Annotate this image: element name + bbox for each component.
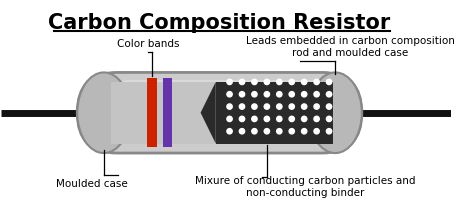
Circle shape [239, 129, 245, 134]
Circle shape [227, 92, 232, 97]
Circle shape [277, 79, 282, 85]
Circle shape [314, 79, 319, 85]
Circle shape [227, 79, 232, 85]
Circle shape [264, 116, 270, 122]
Circle shape [327, 79, 332, 85]
Circle shape [252, 129, 257, 134]
Circle shape [301, 104, 307, 109]
Polygon shape [201, 82, 216, 144]
Circle shape [289, 104, 294, 109]
Circle shape [314, 116, 319, 122]
Circle shape [327, 116, 332, 122]
Circle shape [327, 92, 332, 97]
Circle shape [327, 129, 332, 134]
Bar [111, 82, 328, 144]
Circle shape [277, 104, 282, 109]
Circle shape [289, 116, 294, 122]
Bar [163, 78, 172, 147]
Circle shape [327, 104, 332, 109]
Text: Mixure of conducting carbon particles and
non-conducting binder: Mixure of conducting carbon particles an… [195, 176, 415, 197]
Circle shape [264, 104, 270, 109]
Circle shape [239, 104, 245, 109]
Bar [216, 82, 333, 144]
Circle shape [227, 129, 232, 134]
Circle shape [289, 92, 294, 97]
Circle shape [252, 116, 257, 122]
Ellipse shape [77, 72, 130, 153]
Circle shape [314, 92, 319, 97]
Bar [147, 78, 157, 147]
Circle shape [289, 129, 294, 134]
FancyBboxPatch shape [77, 72, 362, 153]
Circle shape [301, 116, 307, 122]
Text: Color bands: Color bands [117, 40, 180, 49]
Circle shape [252, 92, 257, 97]
Circle shape [264, 92, 270, 97]
Circle shape [239, 79, 245, 85]
Circle shape [227, 116, 232, 122]
Circle shape [227, 104, 232, 109]
Circle shape [264, 129, 270, 134]
Circle shape [277, 116, 282, 122]
Circle shape [252, 79, 257, 85]
Circle shape [314, 104, 319, 109]
Circle shape [301, 92, 307, 97]
Circle shape [314, 129, 319, 134]
Ellipse shape [309, 72, 362, 153]
Circle shape [301, 79, 307, 85]
Circle shape [252, 104, 257, 109]
Text: Moulded case: Moulded case [55, 179, 128, 189]
Circle shape [239, 92, 245, 97]
Circle shape [289, 79, 294, 85]
Text: Carbon Composition Resistor: Carbon Composition Resistor [48, 13, 391, 33]
Circle shape [239, 116, 245, 122]
Circle shape [277, 129, 282, 134]
FancyBboxPatch shape [106, 80, 333, 113]
Circle shape [301, 129, 307, 134]
Circle shape [277, 92, 282, 97]
Circle shape [264, 79, 270, 85]
Text: Leads embedded in carbon composition
rod and moulded case: Leads embedded in carbon composition rod… [246, 37, 455, 58]
